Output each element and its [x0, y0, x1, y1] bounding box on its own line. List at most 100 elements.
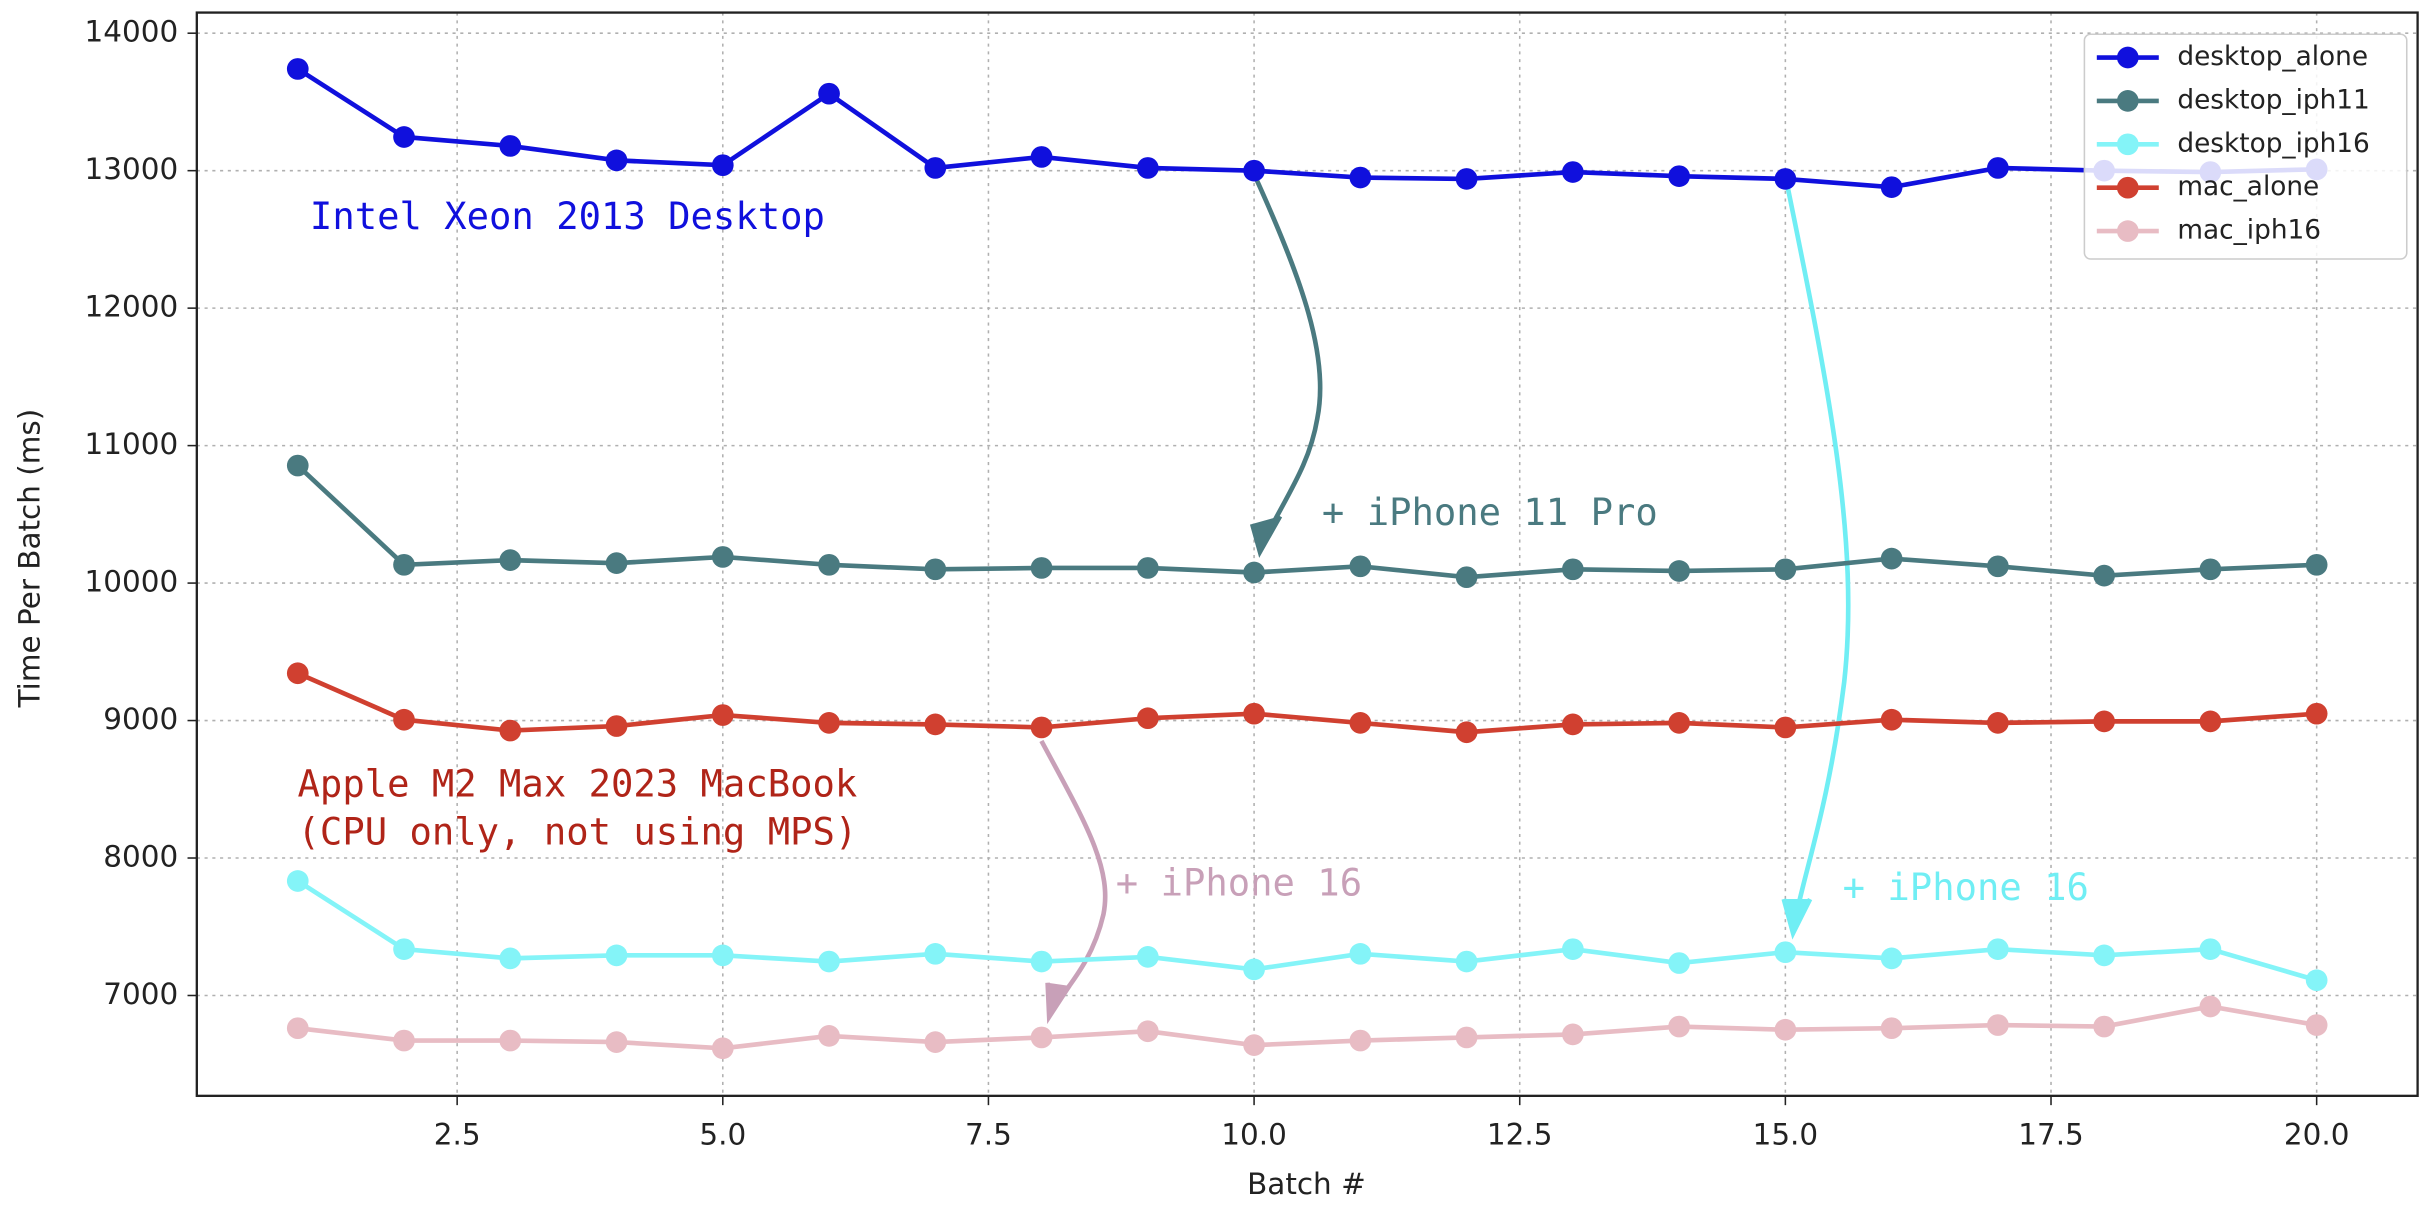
x-tick-label: 7.5: [965, 1118, 1012, 1152]
annotation: + iPhone 11 Pro: [1322, 490, 1658, 534]
legend-marker: [2116, 133, 2139, 156]
point: [1880, 176, 1903, 199]
point: [393, 126, 415, 148]
point: [1243, 1034, 1265, 1056]
point: [1880, 947, 1903, 970]
legend-label: desktop_iph16: [2177, 129, 2369, 159]
point: [2305, 1014, 2328, 1036]
point: [605, 552, 628, 574]
arrow-head: [1781, 897, 1813, 940]
point: [711, 546, 734, 568]
point: [1668, 952, 1690, 974]
point: [924, 157, 947, 179]
point: [605, 944, 628, 967]
point: [286, 454, 309, 477]
annotation: + iPhone 16: [1116, 861, 1362, 905]
y-tick-label: 7000: [103, 977, 178, 1011]
point: [1455, 1026, 1478, 1049]
point: [2093, 1015, 2115, 1038]
point: [1243, 159, 1265, 182]
series-line: [296, 671, 2317, 735]
point: [2199, 558, 2222, 581]
arrow: [1784, 182, 1851, 923]
point: [1455, 566, 1478, 589]
y-tick-label: 10000: [85, 565, 179, 599]
x-tick-label: 2.5: [434, 1118, 481, 1152]
point: [924, 942, 947, 965]
point: [1880, 1017, 1903, 1040]
annotation: (CPU only, not using MPS): [298, 809, 858, 853]
series-line: [296, 463, 2317, 580]
point: [711, 154, 734, 177]
axes-frame: [195, 11, 2419, 1098]
point: [2305, 553, 2328, 576]
point: [2199, 995, 2222, 1018]
point: [1349, 1029, 1372, 1052]
point: [1880, 547, 1903, 570]
point: [1243, 702, 1265, 725]
point: [1136, 557, 1159, 579]
legend-label: mac_iph16: [2177, 216, 2321, 246]
point: [1987, 712, 2009, 734]
plot: [286, 58, 2328, 1060]
point: [2199, 938, 2222, 961]
annotation: Apple M2 Max 2023 MacBook: [298, 761, 858, 805]
point: [286, 870, 309, 892]
point: [1349, 942, 1372, 965]
point: [2093, 710, 2115, 733]
y-tick-label: 11000: [85, 427, 179, 461]
x-axis-label: Batch #: [1247, 1167, 1366, 1201]
point: [1668, 165, 1690, 188]
point: [1455, 721, 1478, 744]
y-tick-label: 12000: [85, 290, 179, 324]
point: [1455, 950, 1478, 973]
point: [2093, 564, 2115, 587]
point: [1243, 561, 1265, 584]
point: [1136, 707, 1159, 730]
point: [1455, 168, 1478, 190]
y-tick-label: 9000: [103, 702, 178, 736]
point: [924, 713, 947, 736]
series-line: [296, 66, 2317, 190]
legend-marker: [2116, 220, 2139, 242]
annotation: Intel Xeon 2013 Desktop: [310, 194, 825, 238]
x-tick-label: 5.0: [699, 1118, 746, 1152]
legend-box: [2083, 33, 2408, 260]
point: [1774, 941, 1797, 964]
point: [286, 1017, 309, 1040]
point: [2305, 702, 2328, 725]
legend-label: mac_alone: [2177, 172, 2319, 202]
legend-marker: [2116, 176, 2139, 199]
point: [1030, 950, 1053, 973]
point: [393, 938, 415, 961]
point: [1349, 712, 1372, 734]
point: [499, 135, 522, 157]
legend-label: desktop_iph11: [2177, 85, 2369, 115]
point: [1136, 946, 1159, 968]
point: [1562, 558, 1584, 581]
point: [605, 1031, 628, 1053]
point: [1774, 558, 1797, 581]
point: [1562, 938, 1584, 961]
legend-marker: [2116, 46, 2139, 69]
arrow-head: [1045, 982, 1072, 1025]
point: [1668, 560, 1690, 582]
point: [1987, 938, 2009, 961]
point: [818, 712, 840, 734]
point: [1030, 146, 1053, 168]
point: [499, 1029, 522, 1052]
point: [818, 1025, 840, 1047]
point: [1136, 157, 1159, 179]
y-tick-label: 14000: [85, 15, 179, 49]
x-tick-label: 10.0: [1221, 1118, 1287, 1152]
point: [711, 1037, 734, 1060]
point: [2305, 969, 2328, 992]
point: [1987, 1014, 2009, 1036]
point: [1774, 716, 1797, 739]
arrow-head: [1249, 515, 1283, 558]
point: [1880, 708, 1903, 731]
point: [1243, 958, 1265, 981]
point: [1136, 1020, 1159, 1043]
point: [924, 558, 947, 581]
point: [1030, 1026, 1053, 1049]
